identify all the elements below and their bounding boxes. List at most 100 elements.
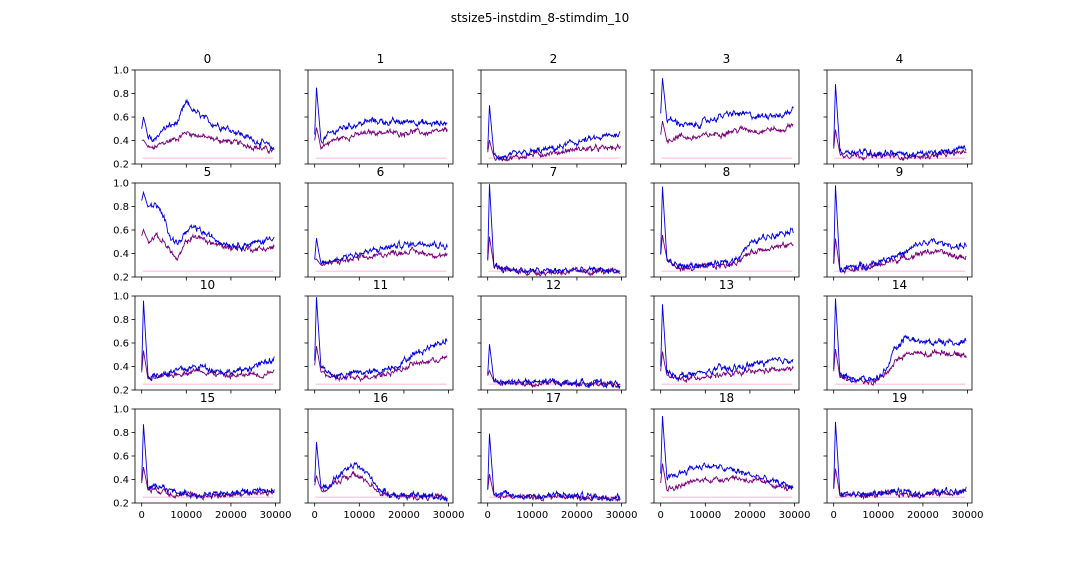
axes-frame bbox=[480, 182, 627, 278]
y-tick-label: 0.4 bbox=[113, 475, 129, 486]
axes-frame bbox=[480, 69, 627, 165]
panel-title: 7 bbox=[550, 165, 558, 179]
x-tick-label: 0 bbox=[658, 510, 664, 521]
panel-13: 13 bbox=[650, 278, 800, 394]
axes-frame bbox=[480, 295, 627, 391]
x-tick-label: 10000 bbox=[862, 510, 894, 521]
y-tick-label: 0.4 bbox=[113, 362, 129, 373]
panel-17: 17 0 10000 20000 30000 bbox=[477, 391, 638, 521]
axes-frame bbox=[826, 295, 973, 391]
x-tick-label: 0 bbox=[312, 510, 318, 521]
panel-16: 16 0 10000 20000 30000 bbox=[304, 391, 464, 521]
series-blue-line bbox=[660, 186, 794, 271]
panel-7: 7 bbox=[477, 165, 627, 281]
y-tick-label: 0.2 bbox=[113, 499, 129, 510]
x-tick-label: 10000 bbox=[689, 510, 721, 521]
panel-11: 11 bbox=[304, 278, 454, 394]
panel-8: 8 bbox=[650, 165, 800, 281]
panel-title: 3 bbox=[723, 52, 731, 66]
series-purple-line bbox=[833, 238, 967, 275]
panel-2: 2 bbox=[477, 52, 627, 168]
y-tick-label: 0.2 bbox=[113, 386, 129, 397]
y-tick-label: 0.6 bbox=[113, 226, 129, 237]
x-tick-label: 10000 bbox=[516, 510, 548, 521]
y-tick-label: 0.8 bbox=[113, 428, 129, 439]
series-blue-line bbox=[833, 185, 967, 273]
series-purple-line bbox=[314, 346, 448, 383]
series-purple-line bbox=[487, 369, 621, 389]
axes-frame bbox=[134, 182, 281, 278]
panel-title: 1 bbox=[377, 52, 385, 66]
x-tick-label: 30000 bbox=[952, 510, 984, 521]
panel-title: 11 bbox=[373, 278, 388, 292]
series-blue-line bbox=[833, 298, 967, 383]
panel-title: 6 bbox=[377, 165, 385, 179]
axes-frame bbox=[134, 408, 281, 504]
series-blue-line bbox=[660, 416, 794, 490]
panel-4: 4 bbox=[823, 52, 973, 168]
y-tick-label: 1.0 bbox=[113, 179, 129, 190]
panel-9: 9 bbox=[823, 165, 973, 281]
axes-frame bbox=[307, 69, 454, 165]
y-tick-label: 1.0 bbox=[113, 66, 129, 77]
y-tick-label: 0.8 bbox=[113, 89, 129, 100]
panel-grid: 00.20.40.60.81.01 2 3 450.20.40.60.81.06 7 8 9… bbox=[113, 52, 983, 521]
axes-frame bbox=[653, 408, 800, 504]
panel-0: 0 0.2 0.4 0.6 0.8 1.0 bbox=[113, 52, 281, 171]
series-purple-line bbox=[314, 246, 448, 267]
panel-10: 10 0.2 0.4 0.6 0.8 1.0 bbox=[113, 278, 281, 397]
x-tick-label: 20000 bbox=[561, 510, 593, 521]
x-tick-label: 30000 bbox=[606, 510, 638, 521]
series-blue-line bbox=[141, 98, 275, 150]
series-purple-line bbox=[141, 228, 275, 261]
panel-title: 19 bbox=[892, 391, 907, 405]
axes-frame bbox=[307, 408, 454, 504]
series-purple-line bbox=[660, 463, 794, 493]
axes-frame bbox=[826, 69, 973, 165]
panel-title: 15 bbox=[200, 391, 215, 405]
series-purple-line bbox=[833, 468, 967, 501]
x-tick-label: 20000 bbox=[215, 510, 247, 521]
axes-frame bbox=[826, 182, 973, 278]
panel-title: 13 bbox=[719, 278, 734, 292]
series-purple-line bbox=[833, 129, 967, 162]
series-blue-line bbox=[314, 441, 448, 503]
series-blue-line bbox=[314, 297, 448, 381]
series-purple-line bbox=[833, 349, 967, 387]
panel-12: 12 bbox=[477, 278, 627, 394]
series-purple-line bbox=[660, 120, 794, 145]
panel-6: 6 bbox=[304, 165, 454, 281]
x-tick-label: 30000 bbox=[260, 510, 292, 521]
series-blue-line bbox=[487, 433, 621, 503]
series-blue-line bbox=[660, 78, 794, 130]
axes-frame bbox=[480, 408, 627, 504]
series-purple-line bbox=[487, 473, 621, 502]
series-blue-line bbox=[314, 87, 448, 144]
panel-title: 10 bbox=[200, 278, 215, 292]
panel-14: 14 bbox=[823, 278, 973, 394]
x-tick-label: 10000 bbox=[343, 510, 375, 521]
panel-title: 16 bbox=[373, 391, 388, 405]
series-blue-line bbox=[660, 304, 794, 383]
panel-5: 5 0.2 0.4 0.6 0.8 1.0 bbox=[113, 165, 281, 284]
x-tick-label: 10000 bbox=[170, 510, 202, 521]
panel-title: 4 bbox=[896, 52, 904, 66]
panel-title: 2 bbox=[550, 52, 558, 66]
y-tick-label: 0.8 bbox=[113, 202, 129, 213]
panel-title: 17 bbox=[546, 391, 561, 405]
x-tick-label: 0 bbox=[831, 510, 837, 521]
y-tick-label: 0.2 bbox=[113, 273, 129, 284]
y-tick-label: 0.6 bbox=[113, 113, 129, 124]
panel-title: 9 bbox=[896, 165, 904, 179]
axes-frame bbox=[307, 182, 454, 278]
x-tick-label: 0 bbox=[139, 510, 145, 521]
series-purple-line bbox=[487, 139, 621, 162]
panel-19: 19 0 10000 20000 30000 bbox=[823, 391, 984, 521]
y-tick-label: 0.6 bbox=[113, 452, 129, 463]
x-tick-label: 20000 bbox=[907, 510, 939, 521]
series-blue-line bbox=[833, 421, 967, 499]
axes-frame bbox=[826, 408, 973, 504]
panel-15: 15 0 10000 20000 30000 0.2 0.4 0.6 0.8 1.0 bbox=[113, 391, 291, 521]
series-blue-line bbox=[487, 184, 621, 275]
y-tick-label: 0.8 bbox=[113, 315, 129, 326]
